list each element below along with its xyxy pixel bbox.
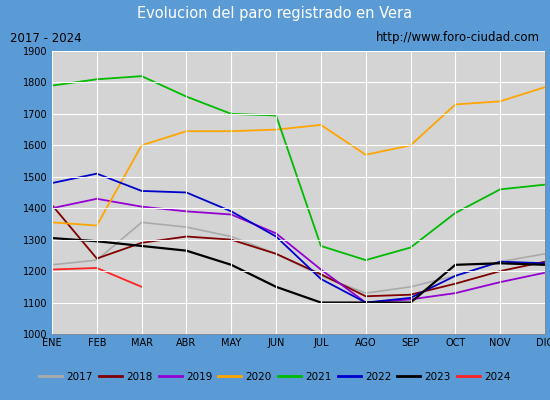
Text: http://www.foro-ciudad.com: http://www.foro-ciudad.com <box>376 32 540 44</box>
Text: Evolucion del paro registrado en Vera: Evolucion del paro registrado en Vera <box>138 6 412 21</box>
Text: 2017 - 2024: 2017 - 2024 <box>10 32 82 44</box>
Legend: 2017, 2018, 2019, 2020, 2021, 2022, 2023, 2024: 2017, 2018, 2019, 2020, 2021, 2022, 2023… <box>35 367 515 386</box>
